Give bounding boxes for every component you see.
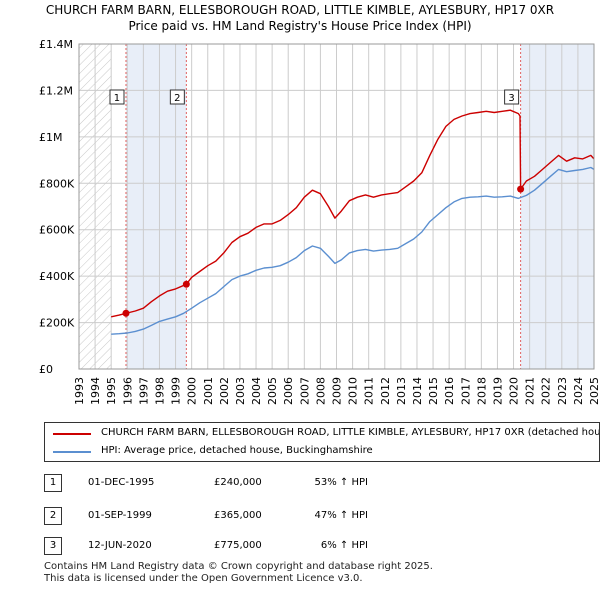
x-tick-label: 2018 <box>475 377 488 405</box>
x-tick-label: 2009 <box>331 377 344 405</box>
chart-title: CHURCH FARM BARN, ELLESBOROUGH ROAD, LIT… <box>45 3 555 17</box>
hpi-line <box>111 166 595 335</box>
x-tick-label: 2004 <box>250 377 263 405</box>
y-tick-label: £600K <box>39 224 75 237</box>
legend-label-property: CHURCH FARM BARN, ELLESBOROUGH ROAD, LIT… <box>101 427 600 438</box>
sale-label-box-1 <box>109 89 125 105</box>
sale-row-2: 2 01-SEP-1999 £365,000 47% ↑ HPI <box>44 507 544 527</box>
x-tick-label: 1994 <box>89 377 102 405</box>
sale-number-box: 1 <box>44 474 62 492</box>
x-tick-label: 2019 <box>491 377 504 405</box>
y-tick-label: £0 <box>39 363 53 376</box>
y-tick-label: £200K <box>39 317 75 330</box>
sale-date: 12-JUN-2020 <box>88 540 152 551</box>
sale-price: £240,000 <box>214 477 262 488</box>
sale-hpi-change: 6% ↑ HPI <box>320 540 368 551</box>
x-tick-label: 2000 <box>186 377 199 405</box>
legend-swatch-property <box>53 433 91 435</box>
x-tick-label: 2007 <box>298 377 311 405</box>
x-tick-label: 2020 <box>508 377 521 405</box>
chart-subtitle: Price paid vs. HM Land Registry's House … <box>128 19 472 33</box>
footer-license: This data is licensed under the Open Gov… <box>44 573 363 584</box>
x-tick-label: 1996 <box>121 377 134 405</box>
x-tick-label: 1999 <box>170 377 183 405</box>
x-tick-label: 1998 <box>153 377 166 405</box>
x-tick-label: 2006 <box>282 377 295 405</box>
sale-price: £775,000 <box>214 540 262 551</box>
x-tick-label: 2008 <box>314 377 327 405</box>
sale-date: 01-SEP-1999 <box>88 510 152 521</box>
property-price-line <box>111 109 595 318</box>
legend-item-hpi: HPI: Average price, detached house, Buck… <box>45 443 599 461</box>
sale-number-box: 3 <box>44 537 62 555</box>
sale-hpi-change: 47% ↑ HPI <box>314 510 368 521</box>
legend-label-hpi: HPI: Average price, detached house, Buck… <box>101 445 373 456</box>
x-tick-label: 2025 <box>588 377 600 405</box>
sale-hpi-change: 53% ↑ HPI <box>314 477 368 488</box>
y-tick-label: £1.4M <box>39 38 73 51</box>
sale-label-2: 2 <box>174 93 180 104</box>
footer-copyright: Contains HM Land Registry data © Crown c… <box>44 561 433 572</box>
sale-number-box: 2 <box>44 507 62 525</box>
x-tick-label: 1995 <box>105 377 118 405</box>
sale-point-1 <box>122 309 130 317</box>
shaded-region-2 <box>520 44 594 369</box>
x-tick-label: 2023 <box>556 377 569 405</box>
sale-price: £365,000 <box>214 510 262 521</box>
y-tick-label: £800K <box>39 177 75 190</box>
x-tick-label: 2014 <box>411 377 424 405</box>
y-tick-label: £400K <box>39 270 75 283</box>
x-tick-label: 2024 <box>572 377 585 405</box>
x-tick-label: 2015 <box>427 377 440 405</box>
sale-label-box-3 <box>504 89 520 105</box>
sale-row-3: 3 12-JUN-2020 £775,000 6% ↑ HPI <box>44 537 544 557</box>
x-tick-label: 2017 <box>459 377 472 405</box>
x-tick-label: 2003 <box>234 377 247 405</box>
price-chart: 1 2 3 £0 £200K £400K £600K £800K £1M £1.2M £1.4M 1… <box>39 38 600 405</box>
y-tick-label: £1.2M <box>39 84 73 97</box>
x-tick-label: 2022 <box>540 377 553 405</box>
y-tick-label: £1M <box>39 131 63 144</box>
x-tick-label: 2002 <box>218 377 231 405</box>
x-tick-label: 2001 <box>202 377 215 405</box>
sale-label-1: 1 <box>114 93 120 104</box>
sale-point-3 <box>517 185 525 193</box>
sale-date: 01-DEC-1995 <box>88 477 155 488</box>
x-tick-label: 1997 <box>137 377 150 405</box>
legend: CHURCH FARM BARN, ELLESBOROUGH ROAD, LIT… <box>44 422 600 462</box>
x-tick-label: 2016 <box>443 377 456 405</box>
sale-label-3: 3 <box>508 93 514 104</box>
x-tick-label: 1993 <box>73 377 86 405</box>
x-tick-label: 2012 <box>379 377 392 405</box>
x-tick-label: 2005 <box>266 377 279 405</box>
sale-point-2 <box>182 280 190 288</box>
plot-border <box>78 43 595 370</box>
x-tick-label: 2021 <box>524 377 537 405</box>
x-tick-label: 2013 <box>395 377 408 405</box>
x-tick-label: 2010 <box>347 377 360 405</box>
legend-swatch-hpi <box>53 451 91 453</box>
sale-row-1: 1 01-DEC-1995 £240,000 53% ↑ HPI <box>44 474 544 494</box>
legend-item-property: CHURCH FARM BARN, ELLESBOROUGH ROAD, LIT… <box>45 425 600 443</box>
x-tick-label: 2011 <box>363 377 376 405</box>
sale-label-box-2 <box>169 89 185 105</box>
